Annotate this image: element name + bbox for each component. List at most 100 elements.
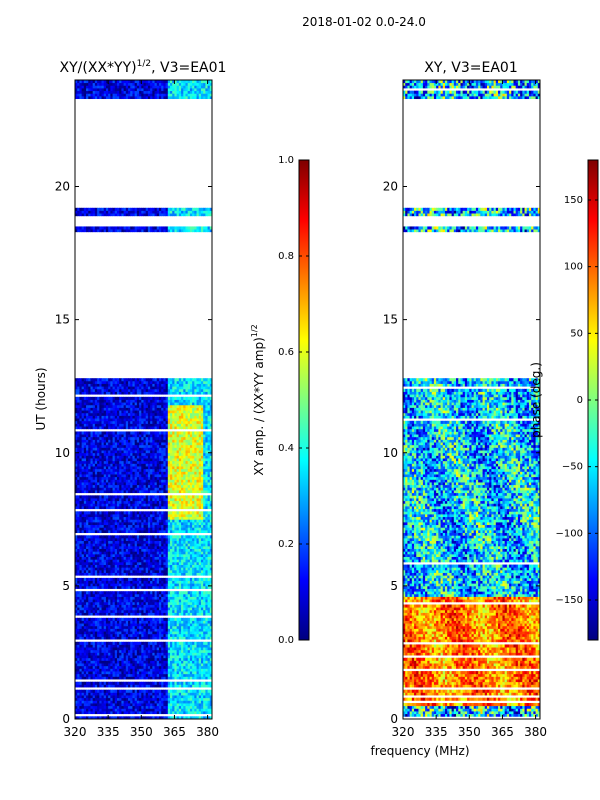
heatmap-cell — [97, 708, 100, 712]
heatmap-cell — [200, 479, 204, 483]
heatmap-cell — [125, 599, 129, 603]
heatmap-cell — [150, 703, 153, 707]
heatmap-cell — [108, 524, 111, 528]
heatmap-cell — [88, 697, 91, 701]
heatmap-cell — [150, 513, 153, 518]
heatmap-cell — [141, 623, 144, 627]
heatmap-cell — [207, 548, 211, 552]
heatmap-cell — [134, 636, 138, 640]
heatmap-cell — [143, 673, 147, 677]
heatmap-cell — [176, 607, 180, 611]
heatmap-cell — [176, 671, 180, 675]
heatmap-cell — [147, 705, 151, 709]
heatmap-cell — [181, 649, 184, 653]
heatmap-cell — [101, 511, 105, 515]
heatmap-cell — [145, 543, 149, 547]
heatmap-cell — [161, 601, 164, 605]
heatmap-cell — [192, 684, 195, 688]
heatmap-cell — [207, 511, 211, 515]
heatmap-cell — [86, 572, 89, 576]
heatmap-cell — [165, 591, 169, 595]
heatmap-cell — [134, 623, 138, 627]
heatmap-cell — [86, 601, 89, 605]
heatmap-cell — [119, 692, 122, 696]
heatmap-cell — [198, 708, 202, 712]
heatmap-cell — [77, 617, 80, 621]
heatmap-cell — [114, 569, 118, 573]
heatmap-cell — [194, 567, 197, 571]
heatmap-cell — [143, 633, 147, 637]
heatmap-cell — [189, 700, 193, 704]
heatmap-cell — [176, 657, 180, 661]
heatmap-cell — [75, 476, 78, 480]
heatmap-cell — [141, 641, 144, 645]
heatmap-cell — [176, 484, 180, 488]
heatmap-cell — [77, 479, 80, 483]
heatmap-cell — [150, 649, 153, 653]
heatmap-cell — [101, 551, 105, 555]
heatmap-cell — [167, 545, 171, 549]
heatmap-cell — [77, 607, 80, 611]
heatmap-cell — [97, 644, 100, 648]
heatmap-cell — [88, 559, 91, 563]
heatmap-cell — [156, 543, 160, 547]
heatmap-cell — [172, 599, 175, 603]
heatmap-cell — [196, 495, 200, 499]
heatmap-cell — [92, 663, 96, 667]
heatmap-cell — [83, 711, 87, 715]
heatmap-cell — [123, 601, 127, 605]
heatmap-cell — [92, 567, 96, 571]
heatmap-cell — [152, 585, 155, 589]
heatmap-cell — [154, 599, 158, 603]
heatmap-cell — [198, 625, 202, 629]
heatmap-cell — [92, 540, 96, 544]
heatmap-cell — [207, 647, 211, 651]
heatmap-cell — [105, 607, 109, 611]
heatmap-cell — [88, 479, 91, 483]
heatmap-cell — [110, 596, 113, 600]
heatmap-cell — [110, 599, 113, 603]
heatmap-cell — [110, 620, 113, 624]
heatmap-cell — [134, 567, 138, 571]
heatmap-cell — [128, 607, 131, 611]
heatmap-cell — [163, 569, 166, 573]
heatmap-cell — [209, 609, 212, 613]
heatmap-cell — [196, 636, 200, 640]
heatmap-cell — [112, 633, 116, 637]
heatmap-cell — [185, 671, 189, 675]
heatmap-cell — [145, 684, 149, 688]
heatmap-cell — [167, 623, 171, 627]
heatmap-cell — [189, 556, 193, 560]
heatmap-cell — [101, 628, 105, 632]
heatmap-cell — [125, 556, 129, 560]
heatmap-cell — [198, 524, 202, 528]
heatmap-cell — [130, 617, 133, 621]
heatmap-cell — [112, 660, 116, 664]
heatmap-cell — [176, 521, 180, 526]
heatmap-cell — [130, 601, 133, 605]
heatmap-cell — [97, 553, 100, 557]
heatmap-cell — [132, 692, 136, 696]
heatmap-cell — [94, 548, 98, 552]
heatmap-cell — [108, 551, 111, 555]
heatmap-cell — [163, 503, 166, 507]
heatmap-cell — [125, 583, 129, 587]
heatmap-cell — [196, 695, 200, 699]
heatmap-cell — [174, 697, 178, 701]
heatmap-cell — [161, 633, 164, 637]
heatmap-cell — [97, 506, 100, 510]
heatmap-cell — [161, 487, 164, 491]
heatmap-cell — [132, 476, 136, 480]
heatmap-cell — [136, 644, 140, 648]
heatmap-cell — [194, 572, 197, 576]
heatmap-cell — [128, 593, 131, 597]
heatmap-cell — [81, 540, 85, 544]
heatmap-cell — [90, 716, 94, 719]
heatmap-cell — [119, 631, 122, 635]
heatmap-cell — [196, 482, 200, 486]
heatmap-cell — [172, 601, 175, 605]
heatmap-cell — [147, 601, 151, 605]
heatmap-cell — [174, 529, 178, 534]
heatmap-cell — [103, 529, 107, 534]
heatmap-cell — [90, 641, 94, 645]
